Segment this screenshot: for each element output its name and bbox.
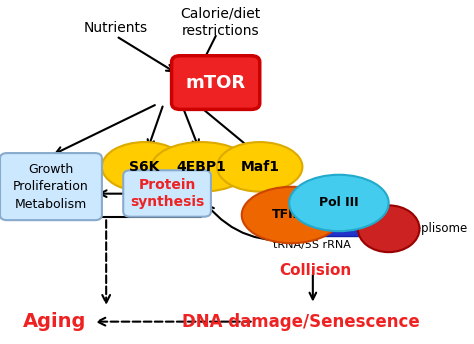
Text: 4EBP1: 4EBP1 (176, 160, 227, 174)
FancyBboxPatch shape (0, 153, 102, 220)
Text: DNA damage/Senescence: DNA damage/Senescence (182, 313, 420, 331)
FancyBboxPatch shape (172, 56, 260, 109)
Text: TFIIIB: TFIIIB (272, 208, 311, 222)
Ellipse shape (217, 142, 302, 192)
Text: Aging: Aging (23, 312, 86, 331)
Ellipse shape (289, 175, 389, 231)
Text: Calorie/diet
restrictions: Calorie/diet restrictions (180, 7, 261, 38)
Text: S6K: S6K (129, 160, 160, 174)
Ellipse shape (102, 142, 187, 192)
FancyBboxPatch shape (123, 170, 211, 217)
Text: Collision: Collision (279, 262, 351, 278)
Text: Nutrients: Nutrients (84, 21, 148, 35)
Text: Protein
synthesis: Protein synthesis (130, 178, 204, 209)
Text: Pol III: Pol III (319, 196, 359, 209)
Text: replisome: replisome (410, 222, 468, 235)
Text: Maf1: Maf1 (240, 160, 279, 174)
Text: tRNA/5S rRNA: tRNA/5S rRNA (273, 240, 351, 250)
Ellipse shape (358, 205, 419, 252)
Text: Growth
Proliferation
Metabolism: Growth Proliferation Metabolism (13, 163, 89, 211)
Text: mTOR: mTOR (186, 74, 246, 92)
Ellipse shape (242, 187, 341, 243)
Ellipse shape (152, 142, 251, 192)
Bar (283, 227, 366, 236)
